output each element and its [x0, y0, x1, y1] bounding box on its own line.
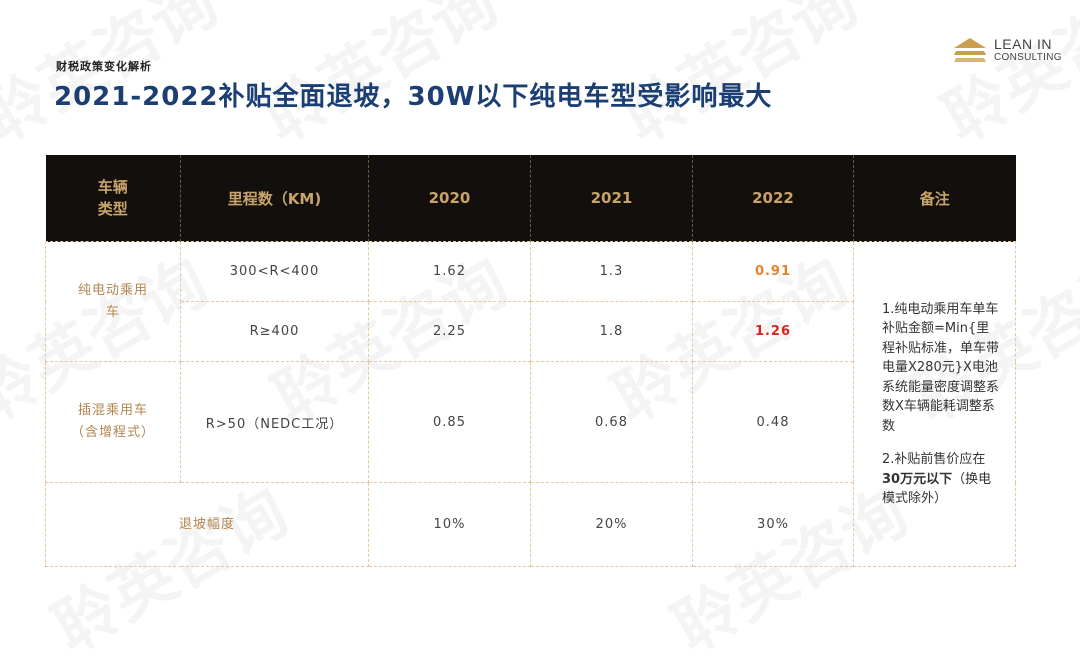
section-label: 财税政策变化解析	[56, 60, 152, 73]
table-header-row: 车辆 类型 里程数（KM) 2020 2021 2022 备注	[45, 155, 1016, 242]
range-cell: 300<R<400	[180, 241, 369, 302]
range-cell: R>50（NEDC工况）	[180, 361, 369, 483]
header-2021: 2021	[530, 155, 693, 242]
logo-line1: LEAN IN	[994, 36, 1052, 52]
page-title: 2021-2022补贴全面退坡，30W以下纯电车型受影响最大	[54, 82, 773, 112]
header-notes: 备注	[853, 155, 1016, 242]
logo-line2: CONSULTING	[994, 52, 1062, 63]
table-row: 插混乘用车 （含增程式） R>50（NEDC工况） 0.85 0.68 0.48	[45, 361, 1016, 483]
value-cell: 0.48	[692, 361, 854, 483]
category-bev: 纯电动乘用 车	[45, 241, 181, 362]
header-2020: 2020	[368, 155, 531, 242]
value-cell: 0.68	[530, 361, 693, 483]
value-cell-highlight: 1.26	[692, 301, 854, 362]
range-cell: R≥400	[180, 301, 369, 362]
value-cell: 1.3	[530, 241, 693, 302]
logo-pyramid-icon	[954, 38, 986, 62]
value-cell: 30%	[692, 482, 854, 567]
value-cell: 1.62	[368, 241, 531, 302]
header-2022: 2022	[692, 155, 854, 242]
value-cell-highlight: 0.91	[692, 241, 854, 302]
value-cell: 20%	[530, 482, 693, 567]
value-cell: 1.8	[530, 301, 693, 362]
header-vehicle-type: 车辆 类型	[45, 155, 181, 242]
header-mileage: 里程数（KM)	[180, 155, 369, 242]
note-item-2: 2.补贴前售价应在30万元以下（换电模式除外）	[882, 452, 992, 506]
table-row: 纯电动乘用 车 300<R<400 1.62 1.3 0.91 1.纯电动乘用车…	[45, 241, 1016, 567]
watermark-text: 聆英咨询	[924, 0, 1080, 160]
subsidy-table: 车辆 类型 里程数（KM) 2020 2021 2022 备注 纯电动乘用 车 …	[45, 155, 1016, 567]
notes-cell: 1.纯电动乘用车单车补贴金额=Min{里程补贴标准，单车带电量X280元}X电池…	[853, 241, 1016, 567]
note-item-1: 1.纯电动乘用车单车补贴金额=Min{里程补贴标准，单车带电量X280元}X电池…	[882, 301, 1000, 434]
value-cell: 0.85	[368, 361, 531, 483]
value-cell: 10%	[368, 482, 531, 567]
category-phev: 插混乘用车 （含增程式）	[45, 361, 181, 483]
company-logo: LEAN IN CONSULTING	[952, 36, 1062, 66]
table-row: R≥400 2.25 1.8 1.26	[46, 301, 1016, 362]
value-cell: 2.25	[368, 301, 531, 362]
table-row: 退坡幅度 10% 20% 30%	[45, 482, 1016, 567]
category-decline-rate: 退坡幅度	[45, 482, 369, 567]
